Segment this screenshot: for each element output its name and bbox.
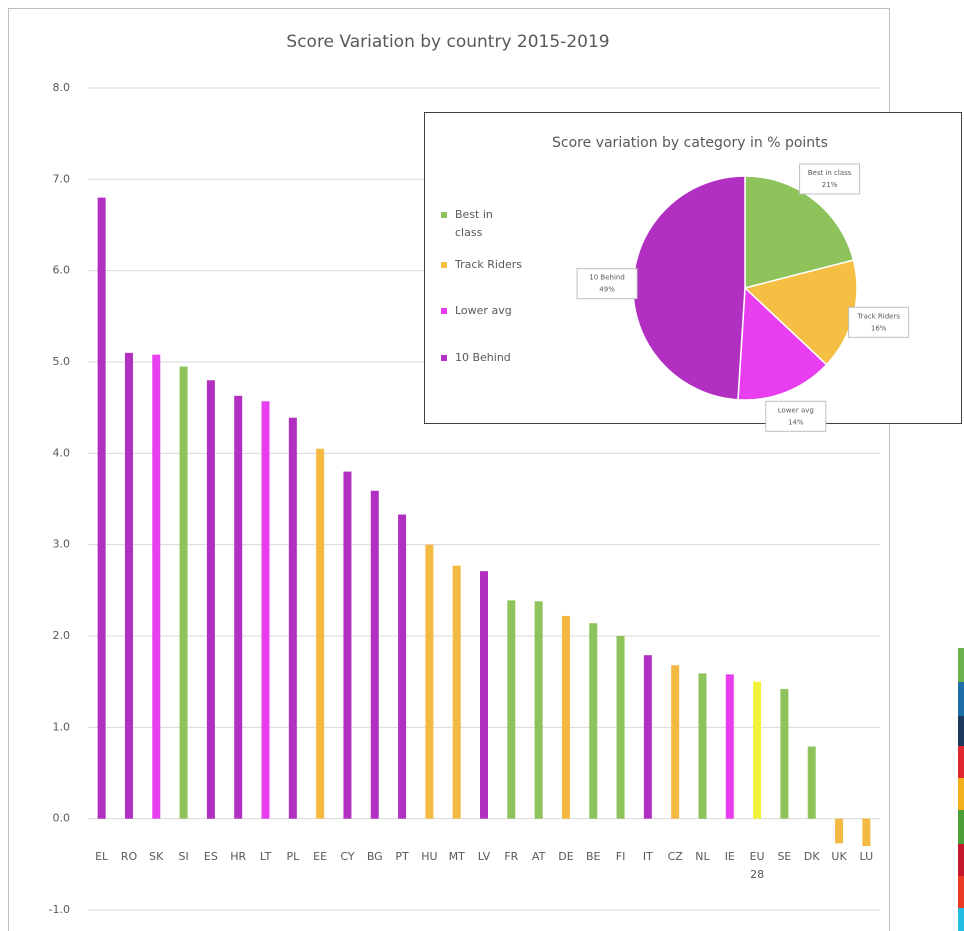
bar bbox=[425, 544, 434, 819]
y-tick-label: 6.0 bbox=[53, 264, 71, 277]
x-tick-label: PT bbox=[395, 850, 409, 863]
x-tick-label: IE bbox=[725, 850, 735, 863]
x-tick-label: MT bbox=[449, 850, 465, 863]
y-tick-label: 3.0 bbox=[53, 538, 71, 551]
legend-swatch bbox=[441, 262, 447, 268]
pie-label-name: 10 Behind bbox=[589, 274, 625, 282]
pie-label-value: 21% bbox=[822, 181, 838, 189]
pie-slice bbox=[737, 286, 828, 401]
bar bbox=[206, 380, 215, 819]
x-tick-label: BE bbox=[586, 850, 601, 863]
bar bbox=[452, 565, 461, 819]
legend-label: Best in class bbox=[455, 208, 493, 239]
x-tick-label: RO bbox=[121, 850, 138, 863]
y-tick-label: 8.0 bbox=[53, 81, 71, 94]
bar bbox=[124, 352, 133, 819]
chart-title: Score Variation by country 2015-2019 bbox=[286, 32, 609, 52]
y-tick-label: 2.0 bbox=[53, 629, 71, 642]
x-tick-label: EE bbox=[313, 850, 327, 863]
bar bbox=[179, 366, 188, 819]
legend-swatch bbox=[441, 308, 447, 314]
x-tick-label: AT bbox=[532, 850, 546, 863]
x-tick-label: HU bbox=[421, 850, 437, 863]
bar bbox=[343, 471, 352, 819]
bar bbox=[288, 417, 297, 819]
x-tick-label: BG bbox=[367, 850, 383, 863]
x-tick-label: CY bbox=[340, 850, 354, 863]
bar bbox=[398, 514, 407, 819]
x-tick-label: CZ bbox=[668, 850, 684, 863]
x-tick-label: PL bbox=[286, 850, 300, 863]
y-tick-label: -1.0 bbox=[49, 903, 70, 916]
y-tick-label: 1.0 bbox=[53, 720, 71, 733]
x-tick-label: LU bbox=[860, 850, 874, 863]
x-tick-label: IT bbox=[643, 850, 653, 863]
pie-label-value: 49% bbox=[599, 286, 615, 294]
x-tick-label: EU 28 bbox=[750, 850, 765, 881]
x-tick-label: UK bbox=[831, 850, 847, 863]
bar bbox=[561, 615, 570, 819]
pie-title: Score variation by category in % points bbox=[552, 135, 828, 151]
callout-box bbox=[799, 163, 861, 195]
legend-label: Lower avg bbox=[455, 304, 512, 317]
legend-swatch bbox=[441, 212, 447, 218]
legend-label: Track Riders bbox=[454, 258, 522, 271]
x-tick-label: LV bbox=[478, 850, 491, 863]
callout-box bbox=[765, 400, 827, 432]
x-tick-label: ES bbox=[204, 850, 218, 863]
bar bbox=[261, 401, 270, 819]
bar bbox=[671, 665, 680, 819]
x-tick-label: SK bbox=[149, 850, 164, 863]
pie-label-value: 14% bbox=[788, 418, 804, 426]
y-tick-label: 0.0 bbox=[53, 812, 71, 825]
bar bbox=[507, 600, 516, 819]
bar bbox=[753, 681, 762, 819]
x-tick-label: SI bbox=[178, 850, 188, 863]
bar bbox=[643, 655, 652, 819]
bar bbox=[480, 571, 488, 819]
x-tick-label: SE bbox=[777, 850, 791, 863]
bar bbox=[589, 623, 598, 819]
callout-box bbox=[576, 268, 638, 300]
callout-box bbox=[848, 306, 910, 338]
x-tick-label: EL bbox=[95, 850, 109, 863]
bar bbox=[152, 354, 161, 819]
legend-swatch bbox=[441, 355, 447, 361]
pie-label-name: Track Riders bbox=[856, 312, 900, 320]
y-tick-label: 5.0 bbox=[53, 355, 71, 368]
legend-label: 10 Behind bbox=[455, 351, 511, 364]
pie-label-name: Lower avg bbox=[778, 406, 814, 414]
bar bbox=[725, 674, 734, 819]
side-strip bbox=[958, 648, 964, 931]
bar bbox=[616, 636, 625, 819]
bar bbox=[97, 197, 106, 819]
y-tick-label: 4.0 bbox=[53, 446, 71, 459]
x-tick-label: FR bbox=[504, 850, 518, 863]
bar bbox=[370, 490, 379, 819]
x-tick-label: DK bbox=[804, 850, 820, 863]
x-tick-label: HR bbox=[230, 850, 246, 863]
bar bbox=[835, 818, 844, 844]
x-tick-label: LT bbox=[260, 850, 272, 863]
pie-label-name: Best in class bbox=[808, 169, 852, 177]
x-tick-label: FI bbox=[616, 850, 626, 863]
bar bbox=[862, 818, 871, 847]
pie-label-value: 16% bbox=[871, 324, 887, 332]
bar bbox=[807, 746, 816, 819]
x-tick-label: NL bbox=[695, 850, 710, 863]
bar bbox=[780, 688, 789, 819]
bar bbox=[316, 448, 325, 819]
y-tick-label: 7.0 bbox=[53, 172, 71, 185]
x-tick-label: DE bbox=[558, 850, 573, 863]
bar bbox=[234, 395, 243, 819]
bar bbox=[698, 673, 707, 819]
bar bbox=[534, 601, 543, 819]
pie-slice bbox=[744, 175, 855, 289]
